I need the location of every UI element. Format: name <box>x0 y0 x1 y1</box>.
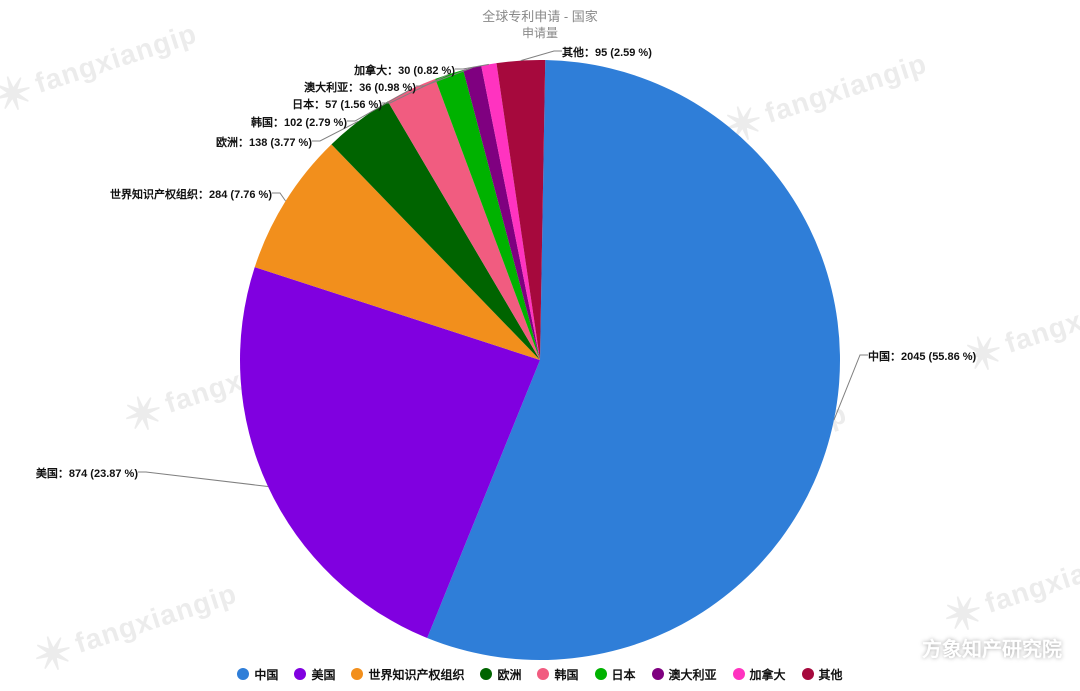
slice-label: 加拿大：30 (0.82 %) <box>354 62 455 78</box>
legend-swatch <box>537 668 549 680</box>
legend-swatch <box>351 668 363 680</box>
footer-brand: 方象知产研究院 <box>882 631 1062 663</box>
legend-label: 其他 <box>819 666 843 683</box>
legend-label: 韩国 <box>554 666 578 683</box>
wechat-icon <box>882 631 914 663</box>
legend-swatch <box>294 668 306 680</box>
legend-label: 澳大利亚 <box>669 666 717 683</box>
legend-item: 日本 <box>595 666 636 683</box>
legend-item: 韩国 <box>537 666 578 683</box>
slice-label: 美国：874 (23.87 %) <box>36 465 138 481</box>
legend-swatch <box>480 668 492 680</box>
legend-label: 中国 <box>254 666 278 683</box>
legend-swatch <box>652 668 664 680</box>
legend-label: 欧洲 <box>497 666 521 683</box>
slice-label: 世界知识产权组织：284 (7.76 %) <box>110 186 272 202</box>
legend-swatch <box>802 668 814 680</box>
legend-swatch <box>733 668 745 680</box>
legend-item: 其他 <box>802 666 843 683</box>
slice-label: 澳大利亚：36 (0.98 %) <box>304 79 416 95</box>
legend: 中国 美国 世界知识产权组织 欧洲 韩国 日本 澳大利亚 加拿大 其他 <box>0 666 1080 684</box>
legend-swatch <box>237 668 249 680</box>
legend-item: 中国 <box>237 666 278 683</box>
pie-chart <box>0 0 1080 691</box>
legend-label: 加拿大 <box>750 666 786 683</box>
legend-item: 美国 <box>294 666 335 683</box>
legend-label: 世界知识产权组织 <box>368 666 464 683</box>
legend-item: 澳大利亚 <box>652 666 717 683</box>
legend-item: 世界知识产权组织 <box>351 666 464 683</box>
legend-item: 加拿大 <box>733 666 786 683</box>
slice-label: 日本：57 (1.56 %) <box>292 96 382 112</box>
slice-label: 韩国：102 (2.79 %) <box>251 114 347 130</box>
legend-item: 欧洲 <box>480 666 521 683</box>
legend-label: 美国 <box>311 666 335 683</box>
slice-label: 中国：2045 (55.86 %) <box>868 348 976 364</box>
slice-label: 欧洲：138 (3.77 %) <box>216 134 312 150</box>
legend-swatch <box>595 668 607 680</box>
slice-label: 其他：95 (2.59 %) <box>562 44 652 60</box>
legend-label: 日本 <box>612 666 636 683</box>
footer-brand-text: 方象知产研究院 <box>922 633 1062 662</box>
